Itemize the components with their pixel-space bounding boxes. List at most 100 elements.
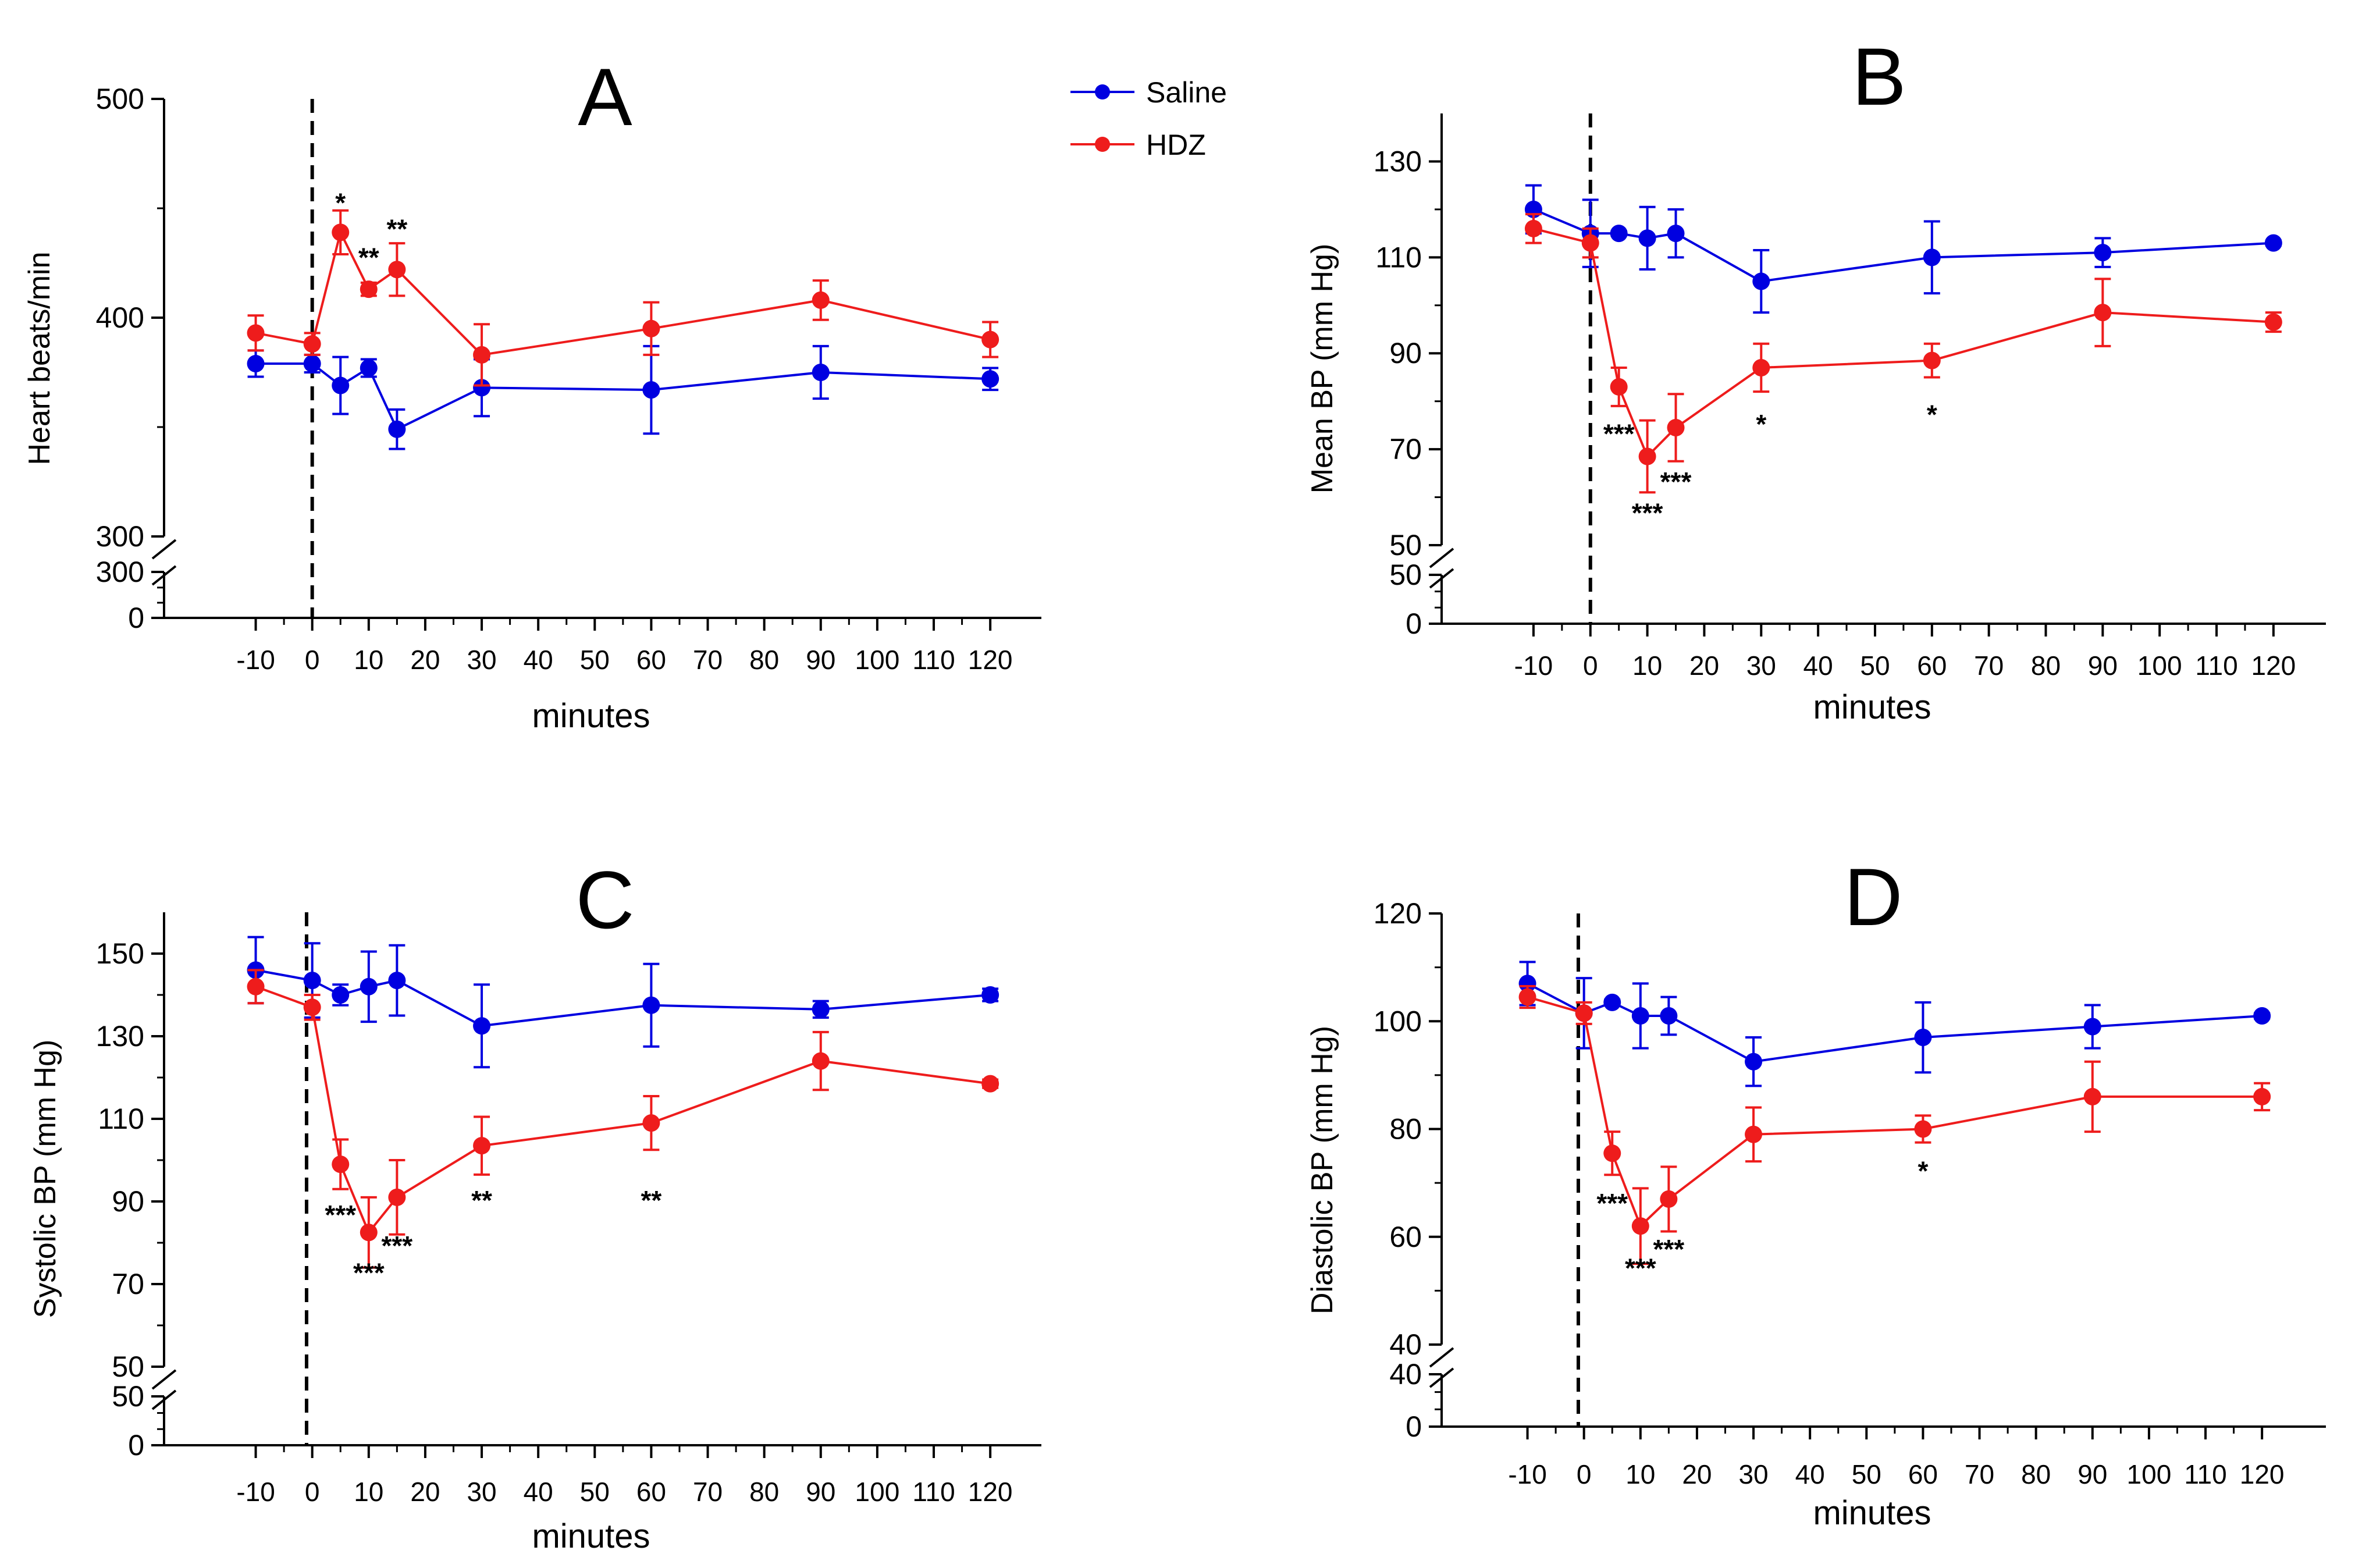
data-point: [303, 998, 321, 1016]
x-tick-label: 20: [410, 645, 440, 675]
x-tick-label: 30: [1738, 1459, 1768, 1489]
series-saline: [247, 936, 999, 1069]
x-tick-label: 60: [636, 1477, 666, 1507]
y-axis-label: Heart beats/min: [23, 251, 56, 465]
data-point: [1914, 1120, 1932, 1138]
legend-hdz-marker: [1095, 137, 1110, 152]
y-axis-break-mark: [1429, 1367, 1454, 1388]
chart-panel-b: B 50 70 90 110 130 0 50 Mean BP (mm Hg) -10 0 10 20 3…: [1305, 31, 2326, 726]
data-point: [360, 977, 378, 995]
legend-saline-marker: [1095, 84, 1110, 99]
data-point: [981, 1075, 999, 1093]
significance-label: *: [1927, 399, 1937, 429]
y-tick-label: 70: [1389, 433, 1422, 465]
x-tick-label: -10: [236, 1477, 275, 1507]
significance-label: ***: [1632, 497, 1663, 528]
data-point: [360, 359, 378, 377]
y-tick-label: 80: [1389, 1113, 1422, 1146]
significance-label: *: [335, 187, 346, 218]
series-hdz: [247, 209, 999, 387]
data-point: [1745, 1053, 1763, 1071]
panel-title: C: [575, 854, 634, 945]
significance-label: *: [1756, 409, 1766, 439]
x-tick-label: 0: [1583, 650, 1598, 681]
y-tick-label: 40: [1389, 1328, 1422, 1361]
x-tick-label: 40: [524, 1477, 553, 1507]
x-tick-label: 0: [305, 1477, 320, 1507]
x-tick-label: 90: [806, 645, 835, 675]
y-axis-label: Mean BP (mm Hg): [1305, 244, 1339, 494]
data-point: [812, 1000, 830, 1018]
data-point: [332, 1155, 350, 1174]
data-point: [1752, 272, 1770, 290]
x-tick-label: 100: [2137, 650, 2182, 681]
x-tick-label: 90: [806, 1477, 835, 1507]
x-tick-label: 120: [2240, 1459, 2285, 1489]
data-point: [981, 370, 999, 388]
data-point: [812, 364, 830, 381]
data-point: [473, 1137, 491, 1155]
x-tick-label: 70: [693, 645, 723, 675]
legend: Saline HDZ: [1070, 76, 1227, 161]
data-point: [247, 324, 265, 342]
data-point: [1638, 447, 1656, 465]
significance-label: ***: [382, 1231, 413, 1261]
data-point: [1660, 1007, 1678, 1025]
x-tick-label: 10: [1625, 1459, 1655, 1489]
data-point: [388, 1188, 406, 1206]
data-point: [332, 223, 350, 241]
data-point: [1631, 1217, 1649, 1235]
y-tick-label: 130: [1374, 145, 1422, 177]
data-point: [1518, 988, 1536, 1006]
data-point: [388, 261, 406, 279]
data-point: [1603, 1144, 1621, 1162]
y-tick-label: 500: [96, 83, 144, 115]
x-tick-label: 80: [749, 1477, 779, 1507]
data-point: [1660, 1190, 1678, 1208]
significance-label: ***: [1596, 1188, 1628, 1218]
y-tick-label: 400: [96, 301, 144, 334]
x-tick-label: 70: [1974, 650, 2004, 681]
significance-label: *: [1918, 1156, 1928, 1186]
y-tick-label: 50: [112, 1380, 144, 1413]
x-axis-label: minutes: [1813, 688, 1931, 726]
data-point: [1610, 378, 1628, 396]
x-tick-label: 50: [580, 645, 610, 675]
chart-panel-d: D 40 60 80 100 120 0 40 Diastolic BP (mm Hg) -10 0…: [1305, 851, 2326, 1532]
data-point: [981, 986, 999, 1004]
data-point: [2264, 234, 2282, 252]
x-tick-label: 20: [1682, 1459, 1712, 1489]
panel-title: B: [1852, 31, 1906, 122]
x-tick-label: 10: [354, 1477, 383, 1507]
data-point: [1752, 358, 1770, 376]
panel-title: D: [1844, 851, 1902, 943]
data-point: [812, 291, 830, 309]
series-hdz: [1518, 985, 2271, 1265]
significance-label: **: [358, 242, 379, 272]
data-point: [1638, 229, 1656, 247]
panel-title: A: [578, 51, 632, 143]
data-point: [303, 354, 321, 372]
y-axis-label: Systolic BP (mm Hg): [29, 1040, 62, 1318]
y-tick-label: 0: [128, 602, 144, 634]
data-point: [1923, 351, 1941, 369]
legend-saline-label: Saline: [1146, 76, 1227, 109]
significance-label: ***: [1653, 1234, 1685, 1264]
x-tick-label: 110: [912, 1477, 955, 1507]
x-tick-label: 100: [2127, 1459, 2172, 1489]
data-point: [388, 420, 406, 438]
significance-label: **: [386, 214, 407, 244]
data-point: [2253, 1087, 2271, 1105]
x-tick-label: 10: [354, 645, 383, 675]
chart-panel-a: A 300 400 500 0 300 Heart beats/min -10 0 10 20 30 4…: [23, 51, 1041, 735]
x-tick-label: 0: [305, 645, 320, 675]
data-point: [1745, 1125, 1763, 1143]
x-tick-label: 80: [2031, 650, 2061, 681]
x-tick-label: 50: [1860, 650, 1890, 681]
significance-label: ***: [1660, 467, 1692, 497]
x-tick-label: 80: [2021, 1459, 2051, 1489]
x-tick-label: 40: [524, 645, 553, 675]
x-axis-label: minutes: [532, 697, 650, 735]
data-point: [303, 335, 321, 353]
